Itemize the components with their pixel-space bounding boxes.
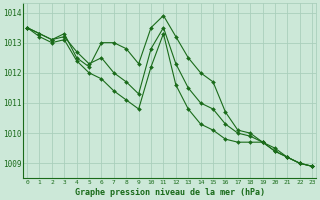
X-axis label: Graphe pression niveau de la mer (hPa): Graphe pression niveau de la mer (hPa) xyxy=(75,188,265,197)
